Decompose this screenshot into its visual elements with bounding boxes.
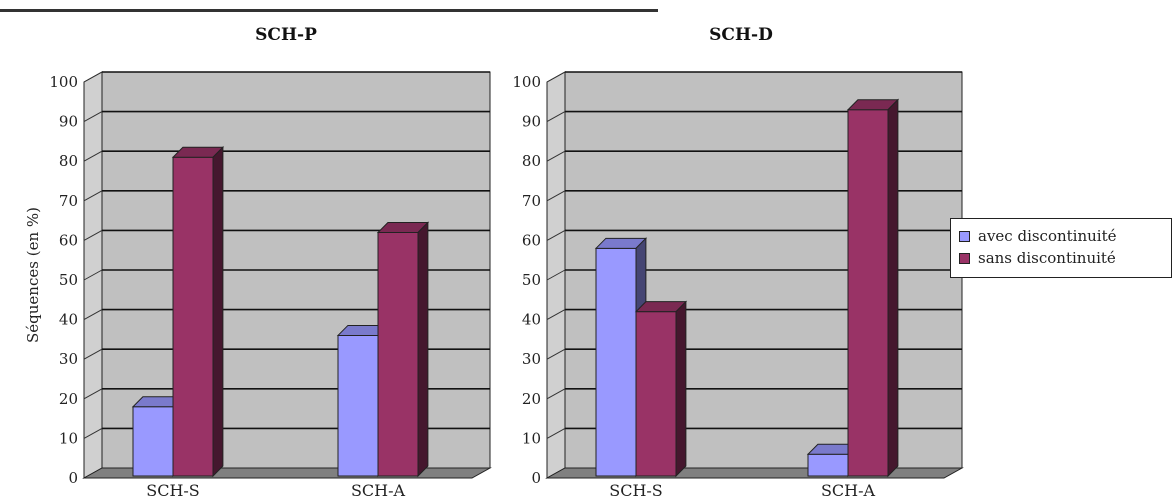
gridline-side <box>546 229 566 241</box>
y-tick-label: 10 <box>522 429 541 447</box>
gridline-side <box>83 111 103 123</box>
bar-sch-s-sans <box>171 146 225 478</box>
legend-label-sans: sans discontinuité <box>978 249 1116 267</box>
bar-front <box>172 156 214 477</box>
gridline-side <box>83 71 103 83</box>
bar-side <box>212 146 224 478</box>
gridline-side <box>83 348 103 360</box>
gridline-side <box>83 309 103 321</box>
legend-label-avec: avec discontinuité <box>978 227 1117 245</box>
gridline-side <box>83 150 103 162</box>
y-tick-label: 90 <box>59 113 78 131</box>
y-tick-label: 0 <box>68 469 78 487</box>
y-tick-label: 40 <box>522 311 541 329</box>
y-tick-label: 0 <box>531 469 541 487</box>
y-tick-label: 50 <box>522 271 541 289</box>
bar-front <box>377 231 419 477</box>
gridline-side <box>83 427 103 439</box>
y-tick-label: 100 <box>49 73 78 91</box>
legend-swatch-sans <box>959 252 970 264</box>
bar-sch-a-sans <box>846 98 900 478</box>
gridline-side <box>83 190 103 202</box>
gridline-side <box>546 111 566 123</box>
bar-front <box>337 334 379 477</box>
bar-front <box>635 311 677 477</box>
gridline-side <box>546 269 566 281</box>
y-tick-label: 100 <box>512 73 541 91</box>
bar-sch-s-sans <box>634 300 688 478</box>
x-tick-label: SCH-S <box>609 481 663 500</box>
gridline-side <box>546 71 566 83</box>
gridline-side <box>83 388 103 400</box>
chart-title: SCH-D <box>709 25 773 45</box>
legend-item-avec: avec discontinuité <box>959 225 1171 247</box>
gridline-side <box>83 229 103 241</box>
x-tick-label: SCH-A <box>351 481 406 500</box>
x-tick-label: SCH-A <box>821 481 876 500</box>
chart-title: SCH-P <box>255 25 317 45</box>
gridline-side <box>546 190 566 202</box>
gridline-side <box>546 427 566 439</box>
bar-side <box>675 300 687 478</box>
bar-front <box>807 453 849 477</box>
y-tick-label: 20 <box>522 390 541 408</box>
top-rule <box>0 9 658 12</box>
bar-front <box>595 247 637 477</box>
y-tick-label: 30 <box>522 350 541 368</box>
bar-side <box>417 221 429 478</box>
y-tick-label: 60 <box>59 231 78 249</box>
legend: avec discontinuité sans discontinuité <box>950 218 1172 278</box>
gridline-side <box>546 388 566 400</box>
gridline-side <box>83 269 103 281</box>
bar-front <box>132 406 174 477</box>
y-tick-label: 10 <box>59 429 78 447</box>
y-tick-label: 60 <box>522 231 541 249</box>
legend-item-sans: sans discontinuité <box>959 247 1171 269</box>
chart-0: 0 10 20 30 40 50 60 70 80 90 100 SCH-S SCH-A SCH-P Séq… <box>24 25 492 500</box>
gridline-side <box>546 150 566 162</box>
y-tick-label: 90 <box>522 113 541 131</box>
y-tick-label: 70 <box>59 192 78 210</box>
bar-side <box>887 98 899 478</box>
y-tick-label: 20 <box>59 390 78 408</box>
bar-sch-a-sans <box>376 221 430 478</box>
y-tick-label: 30 <box>59 350 78 368</box>
y-tick-label: 50 <box>59 271 78 289</box>
x-tick-label: SCH-S <box>146 481 200 500</box>
y-tick-label: 80 <box>59 152 78 170</box>
gridline-side <box>546 348 566 360</box>
bar-front <box>847 109 889 477</box>
y-axis-label: Séquences (en %) <box>24 207 42 343</box>
y-tick-label: 40 <box>59 311 78 329</box>
gridline-side <box>546 309 566 321</box>
y-tick-label: 70 <box>522 192 541 210</box>
y-tick-label: 80 <box>522 152 541 170</box>
chart-1: 0 10 20 30 40 50 60 70 80 90 100 SCH-S SCH-A SCH-D <box>512 25 964 500</box>
legend-swatch-avec <box>959 230 970 242</box>
